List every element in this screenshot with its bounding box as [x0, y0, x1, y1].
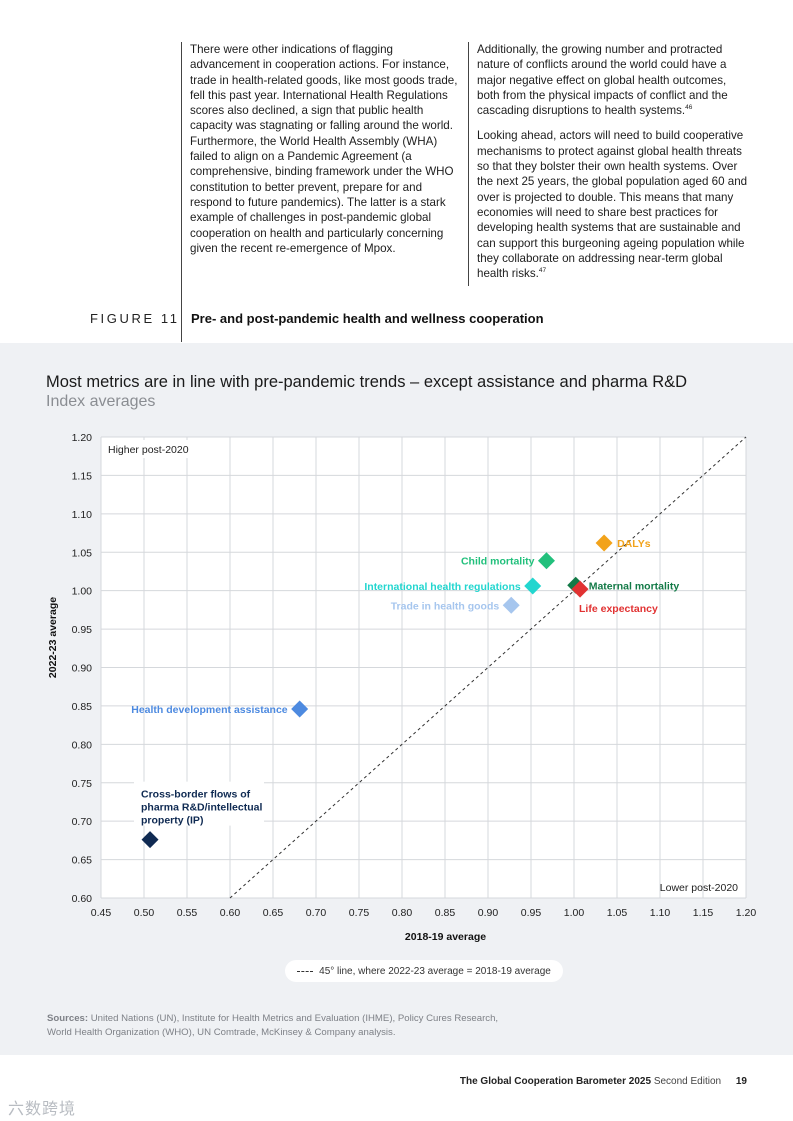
data-point [524, 577, 542, 595]
y-axis-label: 2022-23 average [47, 597, 59, 678]
y-tick-label: 1.15 [72, 470, 93, 482]
data-point [291, 700, 309, 718]
corner-label-top-left: Higher post-2020 [108, 444, 189, 456]
page-footer: The Global Cooperation Barometer 2025 Se… [460, 1076, 747, 1087]
figure-label: FIGURE 11 [90, 311, 180, 326]
x-tick-label: 0.95 [521, 907, 542, 919]
chart-legend: 45° line, where 2022-23 average = 2018-1… [285, 960, 563, 982]
data-point [502, 596, 520, 614]
y-tick-label: 0.90 [72, 663, 93, 675]
page-number: 19 [735, 1076, 747, 1087]
y-tick-label: 0.60 [72, 893, 93, 905]
publication-title: The Global Cooperation Barometer 2025 [459, 1076, 652, 1087]
x-tick-label: 0.85 [435, 907, 456, 919]
y-tick-label: 0.75 [72, 778, 93, 790]
chart-title: Most metrics are in line with pre-pandem… [46, 373, 688, 391]
data-point [595, 534, 613, 552]
right-paragraph-1: Additionally, the growing number and pro… [477, 42, 749, 118]
x-tick-label: 0.75 [349, 907, 370, 919]
watermark-logo: 六数跨境 [8, 1101, 77, 1118]
body-text-left-column: There were other indications of flagging… [190, 42, 460, 266]
data-label-line: pharma R&D/intellectual [141, 802, 262, 814]
x-tick-label: 1.10 [650, 907, 671, 919]
y-tick-label: 1.00 [72, 586, 93, 598]
x-tick-label: 0.55 [177, 907, 198, 919]
data-label: Trade in health goods [391, 600, 500, 612]
x-tick-label: 0.80 [392, 907, 413, 919]
x-tick-label: 0.65 [263, 907, 284, 919]
sources-prefix: Sources: [47, 1013, 89, 1024]
x-tick-label: 0.50 [134, 907, 155, 919]
body-text-right-column: Additionally, the growing number and pro… [477, 42, 749, 291]
data-label: International health regulations [364, 581, 521, 593]
data-label: Health development assistance [131, 704, 288, 716]
x-tick-label: 0.45 [91, 907, 112, 919]
x-tick-label: 0.60 [220, 907, 241, 919]
left-column-rule [181, 42, 182, 342]
sources-text: United Nations (UN), Institute for Healt… [47, 1013, 499, 1038]
data-label: Maternal mortality [589, 580, 680, 592]
data-label-line: Cross-border flows of [141, 789, 251, 801]
data-label: Child mortality [461, 556, 535, 568]
data-label-line: property (IP) [141, 815, 203, 827]
forty-five-degree-line [229, 436, 747, 899]
data-point [141, 831, 159, 849]
x-tick-label: 1.15 [693, 907, 714, 919]
chart-subtitle: Index averages [46, 393, 156, 410]
x-tick-label: 1.20 [736, 907, 757, 919]
right-paragraph-2: Looking ahead, actors will need to build… [477, 128, 749, 281]
x-tick-label: 0.90 [478, 907, 499, 919]
y-tick-label: 0.65 [72, 855, 93, 867]
footnote-ref: 46 [685, 104, 693, 112]
corner-label-bottom-right: Lower post-2020 [660, 882, 738, 894]
y-tick-label: 0.85 [72, 701, 93, 713]
footnote-ref: 47 [538, 267, 547, 275]
sources-note: Sources: United Nations (UN), Institute … [47, 1012, 517, 1040]
x-tick-label: 0.70 [306, 907, 327, 919]
figure-title: Pre- and post-pandemic health and wellne… [191, 311, 544, 326]
dashed-line-icon [297, 970, 314, 972]
left-paragraph: There were other indications of flagging… [190, 43, 458, 255]
y-tick-label: 1.10 [72, 509, 93, 521]
data-label: Cross-border flows of pharma R&D/intellec… [141, 789, 262, 827]
y-tick-label: 0.70 [72, 816, 93, 828]
edition-label: Second Edition [653, 1076, 722, 1087]
right-column-rule [468, 42, 469, 286]
legend-label: 45° line, where 2022-23 average = 2018-1… [319, 965, 551, 977]
x-tick-label: 1.00 [564, 907, 585, 919]
y-tick-label: 0.80 [72, 739, 93, 751]
data-label: DALYs [617, 538, 651, 550]
y-tick-label: 0.95 [72, 624, 93, 636]
y-tick-label: 1.20 [72, 432, 93, 444]
right-paragraph-1-text: Additionally, the growing number and pro… [477, 43, 728, 118]
data-label-bg [134, 781, 265, 826]
x-axis-label: 2018-19 average [405, 931, 486, 943]
x-tick-label: 1.05 [607, 907, 628, 919]
y-tick-label: 1.05 [72, 547, 93, 559]
corner-label-bg [103, 440, 195, 458]
data-point [571, 580, 589, 598]
data-label: Life expectancy [579, 603, 658, 615]
data-point [537, 552, 555, 570]
right-paragraph-2-text: Looking ahead, actors will need to build… [477, 129, 748, 281]
